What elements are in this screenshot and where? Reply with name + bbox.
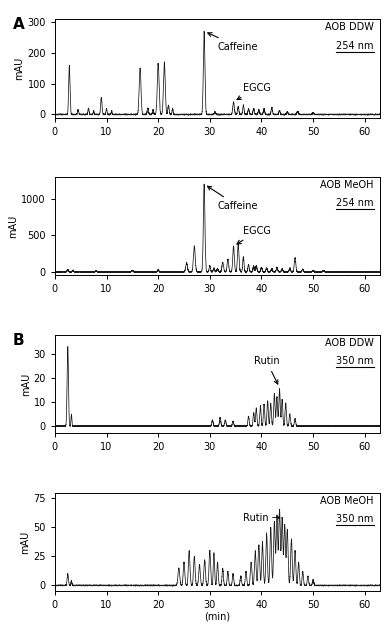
Y-axis label: mAU: mAU — [20, 530, 31, 554]
Text: Caffeine: Caffeine — [207, 186, 258, 211]
Text: AOB DDW: AOB DDW — [325, 338, 374, 348]
Text: 254 nm: 254 nm — [336, 199, 374, 208]
Text: Rutin →: Rutin → — [243, 513, 279, 523]
Text: Caffeine: Caffeine — [208, 33, 258, 52]
X-axis label: (min): (min) — [205, 611, 230, 621]
Text: B: B — [13, 333, 24, 348]
Text: A: A — [13, 17, 24, 32]
Text: 350 nm: 350 nm — [336, 515, 374, 525]
Text: AOB MeOH: AOB MeOH — [320, 180, 374, 190]
Text: EGCG: EGCG — [237, 226, 271, 244]
Y-axis label: mAU: mAU — [21, 372, 31, 396]
Text: EGCG: EGCG — [237, 83, 271, 99]
Y-axis label: mAU: mAU — [9, 214, 18, 238]
Y-axis label: mAU: mAU — [15, 57, 25, 80]
Text: AOB DDW: AOB DDW — [325, 22, 374, 32]
Text: AOB MeOH: AOB MeOH — [320, 496, 374, 506]
Text: Rutin: Rutin — [254, 356, 279, 384]
Text: 254 nm: 254 nm — [336, 41, 374, 50]
Text: 350 nm: 350 nm — [336, 357, 374, 366]
